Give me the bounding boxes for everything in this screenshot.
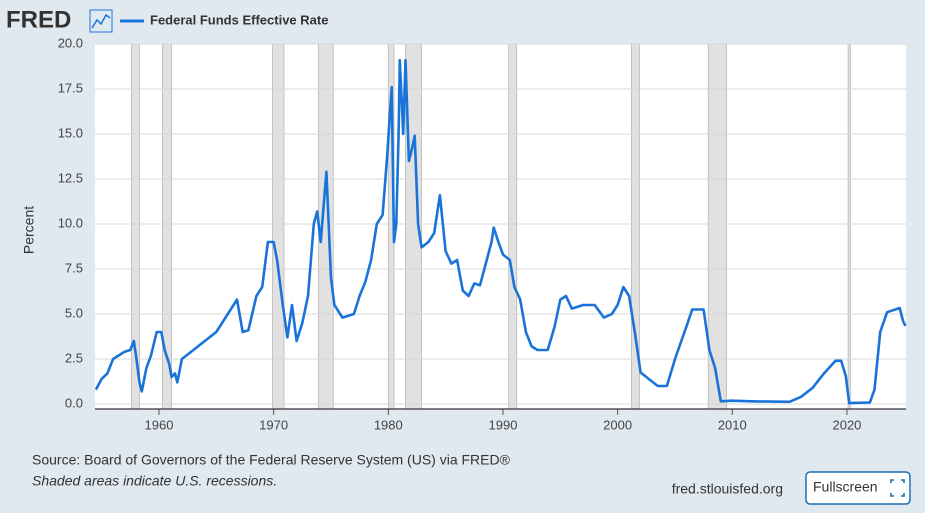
x-tick-label: 2000 xyxy=(603,417,632,432)
logo: FRED xyxy=(6,6,71,33)
recession-band xyxy=(272,43,285,410)
recession-band xyxy=(508,43,518,410)
button-icon[interactable] xyxy=(890,479,905,497)
recession-band xyxy=(317,43,334,410)
fullscreen-button[interactable]: Fullscreen xyxy=(805,471,911,505)
button-frame[interactable] xyxy=(805,471,911,505)
y-tick-label: 5.0 xyxy=(65,305,83,320)
x-tick-label: 1980 xyxy=(374,417,403,432)
data-line xyxy=(94,58,907,405)
y-tick-label: 17.5 xyxy=(58,80,83,95)
y-tick-label: 2.5 xyxy=(65,350,83,365)
x-tick-label: 2010 xyxy=(718,417,747,432)
logo-icon xyxy=(89,9,113,33)
legend-label: Federal Funds Effective Rate xyxy=(150,12,328,27)
x-tick-label: 1970 xyxy=(259,417,288,432)
source: Source: Board of Governors of the Federa… xyxy=(32,452,511,468)
y-tick-label: 0.0 xyxy=(65,395,83,410)
x-tick-label: 1960 xyxy=(145,417,174,432)
plot-area xyxy=(95,44,906,409)
y-tick-label: 12.5 xyxy=(58,170,83,185)
site-link[interactable]: fred.stlouisfed.org xyxy=(672,481,783,497)
recession-note: Shaded areas indicate U.S. recessions. xyxy=(32,473,277,489)
x-tick-label: 1990 xyxy=(489,417,518,432)
y-tick-label: 7.5 xyxy=(65,260,83,275)
y-axis-label: Percent xyxy=(21,206,37,254)
x-tick-label: 2020 xyxy=(832,417,861,432)
y-tick-label: 10.0 xyxy=(58,215,83,230)
recession-band xyxy=(847,43,851,410)
y-tick-label: 15.0 xyxy=(58,125,83,140)
button-label[interactable]: Fullscreen xyxy=(813,479,878,495)
y-tick-label: 20.0 xyxy=(58,35,83,50)
